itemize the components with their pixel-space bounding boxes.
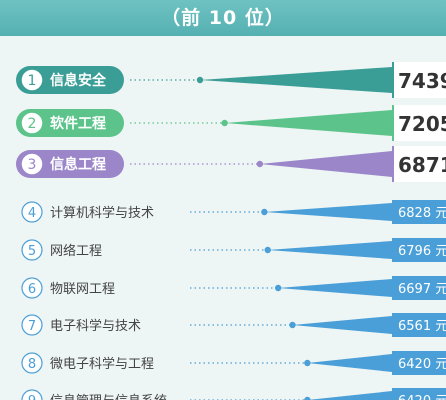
value-label-3: 6871 [398, 153, 446, 177]
value-box-edge-1 [392, 62, 394, 98]
category-pill-2 [16, 109, 124, 137]
bar-wedge-4 [264, 203, 392, 221]
bar-tip-dot-8 [304, 359, 311, 367]
value-label-5: 6796 元 [398, 244, 446, 259]
rank-badge-5 [21, 239, 43, 261]
value-box-4 [392, 200, 446, 224]
value-box-7 [392, 313, 446, 337]
value-label-8: 6420 元 [398, 357, 446, 372]
rank-badge-7 [21, 314, 43, 336]
rank-badge-6 [21, 277, 43, 299]
bar-tip-dot-5 [264, 246, 271, 254]
bar-wedge-1 [200, 67, 392, 93]
category-label-5: 网络工程 [50, 243, 102, 259]
value-label-2: 7205 [398, 112, 446, 136]
category-label-8: 微电子科学与工程 [50, 356, 154, 372]
value-box-3 [392, 146, 446, 182]
value-box-1 [392, 62, 446, 98]
rank-number-7: 7 [28, 319, 36, 334]
rank-number-1: 1 [28, 73, 37, 89]
bar-tip-dot-3 [256, 160, 264, 168]
category-pill-3 [16, 150, 124, 178]
value-box-9 [392, 388, 446, 400]
category-label-4: 计算机科学与技术 [50, 205, 154, 221]
value-box-edge-3 [392, 146, 394, 182]
bar-wedge-9 [307, 391, 392, 400]
category-label-7: 电子科学与技术 [50, 318, 141, 334]
value-label-6: 6697 元 [398, 282, 446, 297]
rank-badge-4 [21, 201, 43, 223]
category-label-2: 软件工程 [50, 115, 106, 132]
value-label-1: 7439 [398, 69, 446, 93]
value-label-4: 6828 元 [398, 206, 446, 221]
value-box-2 [392, 105, 446, 141]
rank-badge-9 [21, 389, 43, 400]
rank-number-6: 6 [28, 282, 36, 297]
value-box-6 [392, 276, 446, 300]
category-pill-1 [16, 66, 124, 94]
rank-number-9: 9 [28, 394, 36, 400]
bar-tip-dot-2 [221, 119, 228, 127]
rank-badge-8 [21, 352, 43, 374]
bar-tip-dot-7 [289, 321, 296, 329]
category-label-3: 信息工程 [50, 156, 106, 173]
bar-wedge-3 [259, 151, 392, 177]
bar-wedge-2 [224, 110, 392, 136]
value-box-edge-2 [392, 105, 394, 141]
bar-wedge-7 [292, 316, 392, 334]
category-label-9: 信息管理与信息系统 [50, 393, 167, 400]
bar-tip-dot-1 [196, 76, 204, 84]
rank-badge-2 [20, 111, 44, 135]
value-box-8 [392, 351, 446, 375]
rank-badge-1 [20, 68, 44, 92]
bar-wedge-8 [307, 354, 392, 372]
category-label-1: 信息安全 [50, 72, 107, 89]
bar-tip-dot-6 [274, 284, 282, 292]
rank-badge-3 [20, 152, 44, 176]
category-label-6: 物联网工程 [50, 282, 115, 297]
value-box-5 [392, 238, 446, 262]
bar-tip-dot-4 [261, 208, 268, 216]
value-label-7: 6561 元 [398, 319, 446, 334]
value-label-9: 6420 元 [398, 394, 446, 400]
rank-number-3: 3 [28, 157, 37, 173]
chart-header: （前 10 位） [0, 0, 446, 36]
bar-wedge-5 [267, 241, 392, 259]
rank-number-8: 8 [28, 357, 36, 372]
chart-subtitle: （前 10 位） [161, 7, 285, 29]
bar-tip-dot-9 [304, 396, 311, 400]
rank-number-5: 5 [28, 244, 36, 259]
bar-wedge-6 [278, 279, 392, 297]
rank-number-4: 4 [28, 206, 36, 221]
rank-number-2: 2 [28, 116, 37, 132]
